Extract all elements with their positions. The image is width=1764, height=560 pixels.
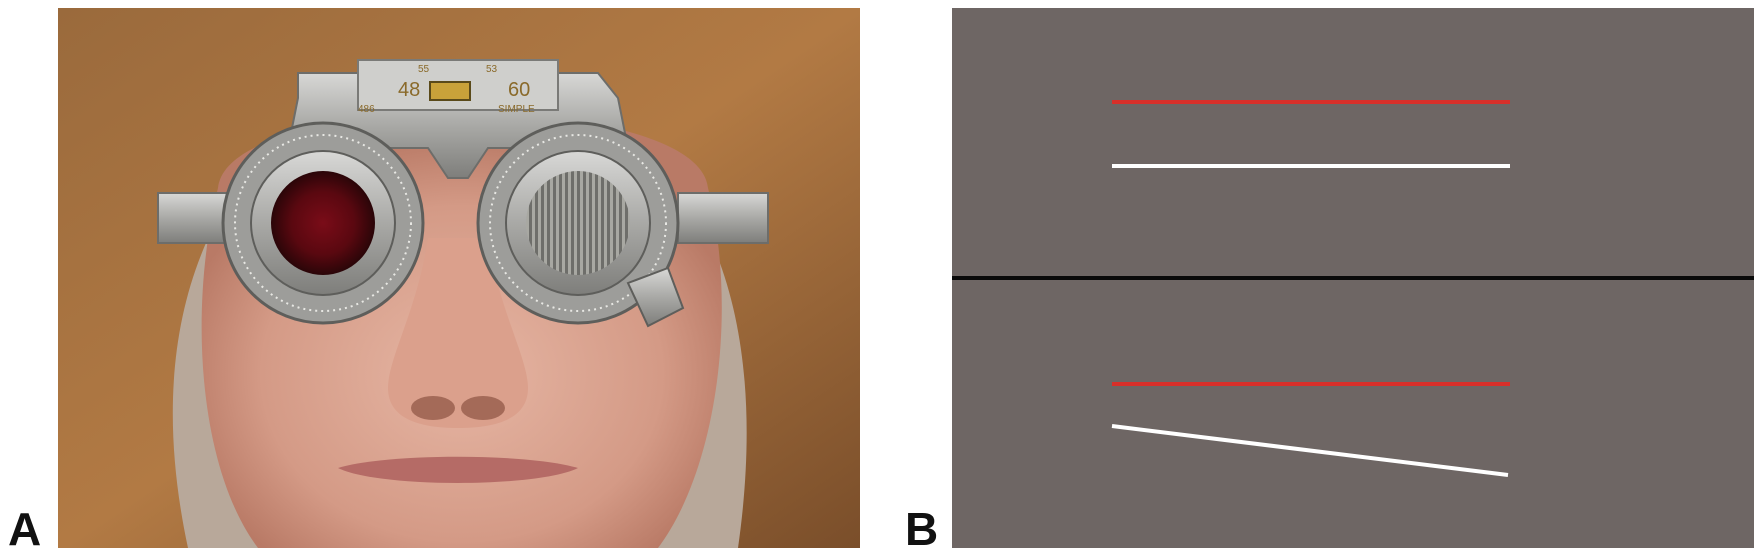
scale-small-right: 53 [486, 64, 498, 75]
maddox-rod-lens [526, 171, 630, 275]
panel-label-a: A [8, 503, 42, 555]
nose [388, 238, 528, 428]
section-divider [952, 276, 1754, 280]
pd-adjust-knob [429, 81, 471, 101]
panel-label-b: B [905, 503, 939, 555]
scale-left-number: 48 [398, 79, 420, 101]
red-filter-lens [271, 171, 375, 275]
right-temple-clip [677, 192, 769, 244]
lens-holder-tab [626, 266, 685, 328]
frame-tag: SIMPLE [498, 104, 535, 115]
trial-frame-photo: 48 60 55 53 486 SIMPLE [58, 8, 860, 548]
scale-right-number: 60 [508, 79, 530, 101]
frame-code: 486 [358, 104, 375, 115]
scale-small-left: 55 [418, 64, 430, 75]
lower-white-line-tilted [1111, 424, 1509, 477]
maddox-rod-stimulus [952, 8, 1754, 548]
lips [338, 456, 578, 483]
